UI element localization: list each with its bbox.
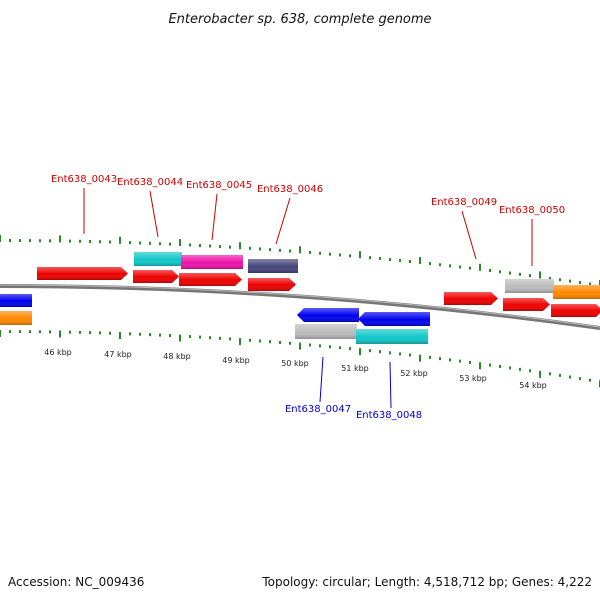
genome-backbone-highlight [0,284,600,328]
cds-ent638-0048[interactable] [358,312,430,326]
gene-label-ent638-0045[interactable]: Ent638_0045 [186,180,252,191]
callout-line [211,193,218,241]
accession-text: Accession: NC_009436 [8,575,144,589]
gene-label-ent638-0047[interactable]: Ent638_0047 [285,404,351,415]
cds-ent638-0049[interactable] [444,292,498,305]
ruler-label: 48 kbp [163,352,191,361]
cds-ent638-0046[interactable] [248,278,296,291]
gene-label-ent638-0044[interactable]: Ent638_0044 [117,177,183,188]
ruler-label: 47 kbp [104,350,132,359]
ruler-label: 53 kbp [459,374,487,383]
ruler-label: 50 kbp [281,359,309,368]
gene-label-ent638-0049[interactable]: Ent638_0049 [431,197,497,208]
ruler-label: 52 kbp [400,369,428,378]
cds-ent638-0045[interactable] [179,273,242,286]
annotation-block[interactable] [248,259,298,273]
callout-line [149,190,159,238]
cds-ent638-0043[interactable] [37,267,128,280]
cds-ent638-0044[interactable] [133,270,179,283]
inner-tick-ring [0,330,600,388]
gene-labels: Ent638_0043 Ent638_0044 Ent638_0045 Ent6… [51,174,565,421]
gene-callouts [83,188,533,409]
genome-backbone [0,284,600,330]
annotation-block[interactable] [0,311,32,325]
ruler-labels: 46 kbp 47 kbp 48 kbp 49 kbp 50 kbp 51 kb… [44,348,547,390]
cds-ent638-0047[interactable] [297,308,359,322]
ruler-label: 46 kbp [44,348,72,357]
gene-label-ent638-0048[interactable]: Ent638_0048 [356,410,422,421]
ruler-label: 49 kbp [222,356,250,365]
callout-line [319,356,324,403]
annotation-block[interactable] [181,255,243,269]
cds-reverse[interactable] [0,294,32,307]
callout-line [389,361,392,409]
ruler-label: 54 kbp [519,381,547,390]
callout-line [275,197,291,245]
annotation-block[interactable] [295,324,357,339]
gene-label-ent638-0050[interactable]: Ent638_0050 [499,205,565,216]
annotation-block[interactable] [505,279,554,293]
topology-text: Topology: circular; Length: 4,518,712 bp… [261,575,592,589]
map-title: Enterobacter sp. 638, complete genome [168,12,431,27]
cds-ent638-0050[interactable] [503,298,550,311]
feature-tracks [0,252,600,344]
gene-label-ent638-0043[interactable]: Ent638_0043 [51,174,117,185]
gene-label-ent638-0046[interactable]: Ent638_0046 [257,184,323,195]
callout-line [461,210,477,260]
ruler-label: 51 kbp [341,364,369,373]
annotation-block[interactable] [553,285,600,299]
annotation-block[interactable] [356,329,428,344]
cds-forward[interactable] [551,304,600,317]
annotation-block[interactable] [134,252,182,266]
outer-tick-ring [0,235,600,287]
